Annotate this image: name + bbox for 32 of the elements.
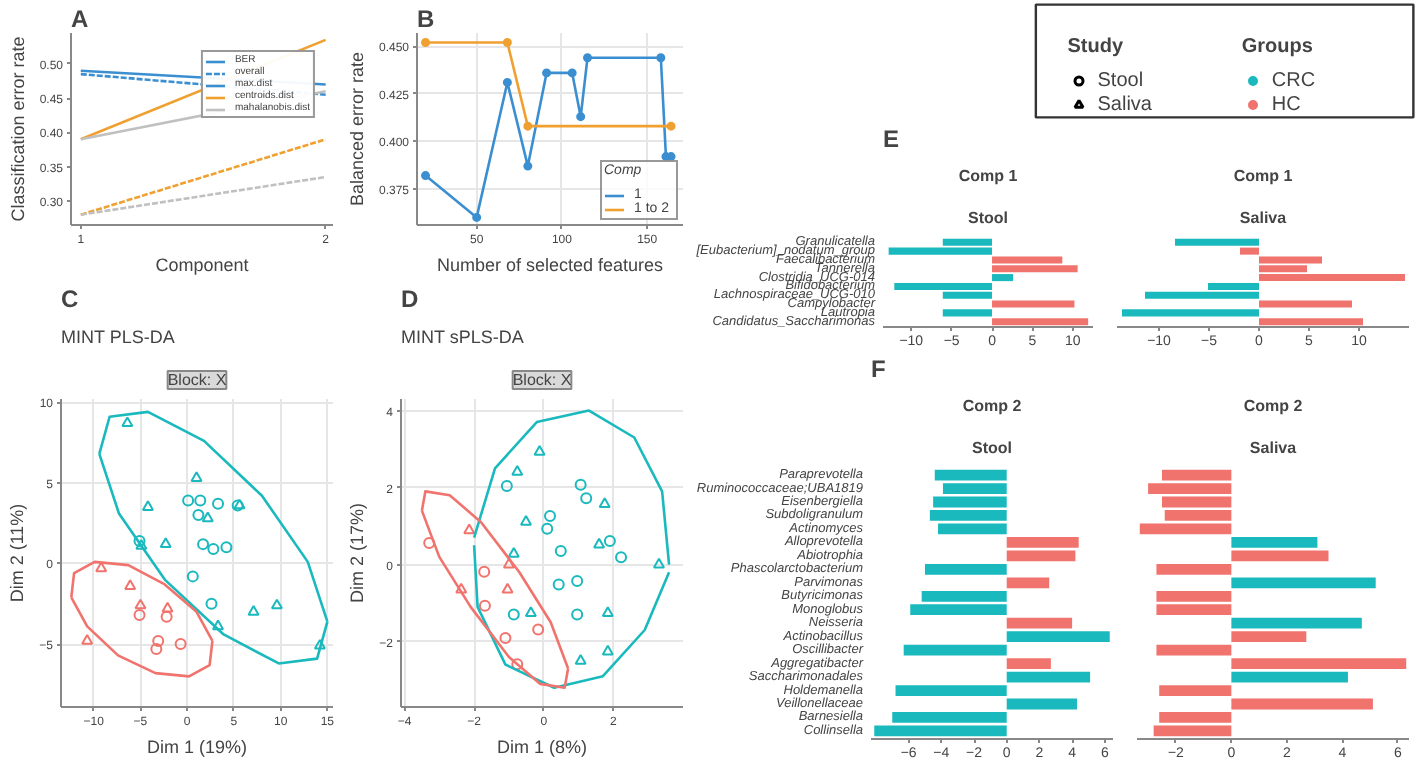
x-axis-title: Dim 1 (8%) bbox=[497, 737, 588, 757]
chart-subtitle: Saliva bbox=[1249, 439, 1298, 457]
chart-title: MINT PLS-DA bbox=[61, 327, 175, 347]
x-axis-title: Component bbox=[155, 255, 250, 275]
chart-subtitle: Saliva bbox=[1239, 209, 1288, 227]
chart-subtitle: Block: X bbox=[512, 371, 573, 389]
text: C bbox=[61, 285, 79, 313]
text: Study bbox=[1067, 36, 1126, 58]
chart-subtitle: Stool bbox=[972, 439, 1012, 457]
text: D bbox=[401, 285, 419, 313]
x-axis-title: Dim 1 (19%) bbox=[146, 737, 248, 757]
x-axis-title: Number of selected features bbox=[436, 255, 665, 275]
chart-subtitle: Stool bbox=[968, 209, 1008, 227]
chart-title: MINT sPLS-DA bbox=[401, 327, 524, 347]
legend-label: Stool bbox=[1097, 68, 1144, 92]
chart-title: Comp 1 bbox=[958, 167, 1019, 185]
text: Groups bbox=[1241, 36, 1315, 58]
chart-title: Comp 2 bbox=[1243, 397, 1304, 415]
text: B bbox=[417, 5, 435, 33]
y-axis-title: Classification error rate bbox=[7, 36, 28, 222]
legend-label: Saliva bbox=[1097, 92, 1152, 116]
legend-label: CRC bbox=[1271, 68, 1316, 92]
y-axis-title: Balanced error rate bbox=[346, 51, 367, 207]
chart-title: Comp 2 bbox=[962, 397, 1023, 415]
chart-title: Comp 1 bbox=[1233, 167, 1294, 185]
text: E bbox=[883, 125, 900, 153]
text: F bbox=[871, 355, 886, 383]
chart-subtitle: Block: X bbox=[167, 371, 228, 389]
y-axis-title: Dim 2 (17%) bbox=[347, 502, 368, 604]
y-axis-title: Dim 2 (11%) bbox=[7, 503, 28, 603]
legend-label: HC bbox=[1271, 92, 1303, 116]
annotation: A bbox=[71, 5, 89, 33]
